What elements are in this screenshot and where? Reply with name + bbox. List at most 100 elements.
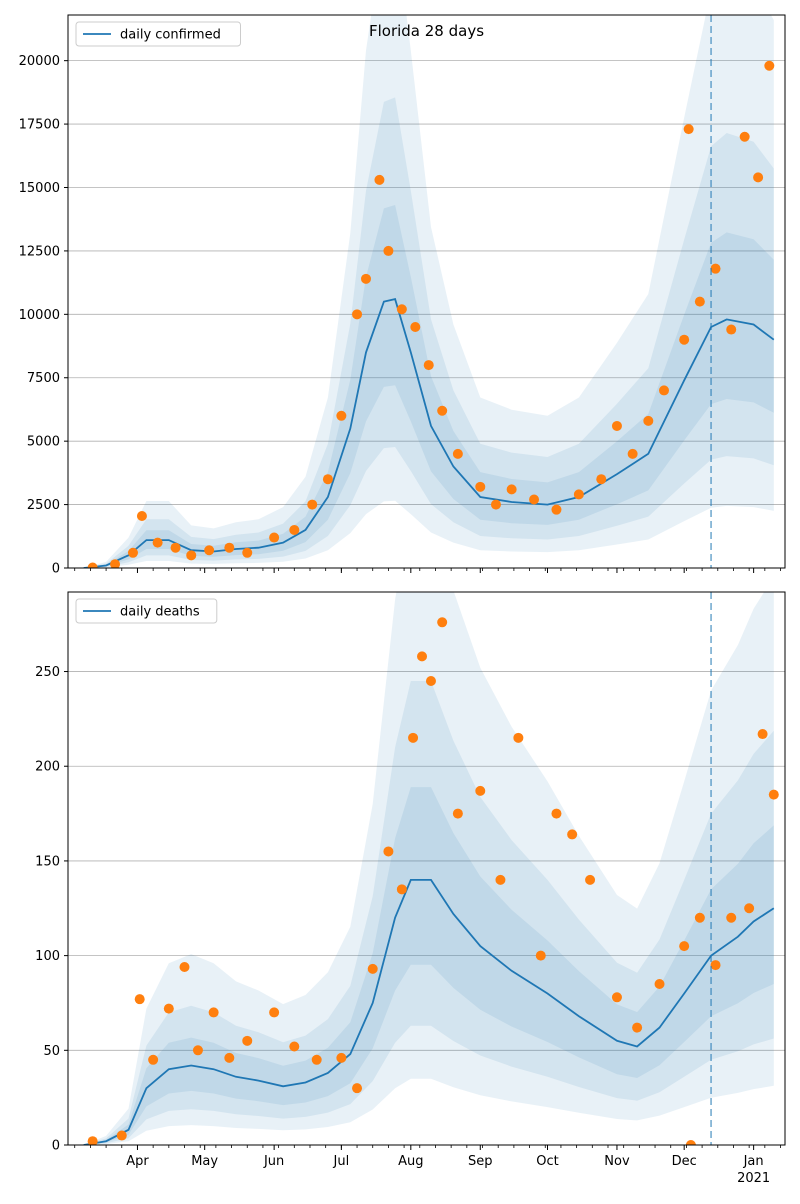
data-point <box>322 474 333 485</box>
data-point <box>529 494 540 505</box>
data-point <box>710 960 721 971</box>
data-point <box>596 474 607 485</box>
data-point <box>179 961 190 972</box>
x-tick-label: Dec <box>672 1154 697 1169</box>
data-point <box>643 415 654 426</box>
data-point <box>336 410 347 421</box>
data-point <box>490 499 501 510</box>
x-tick-label: Nov <box>604 1154 630 1169</box>
data-point <box>186 550 197 561</box>
y-tick-label: 7500 <box>27 371 60 386</box>
data-point <box>208 1007 219 1018</box>
data-point <box>289 1041 300 1052</box>
data-point <box>768 789 779 800</box>
legend: daily confirmed <box>75 21 241 47</box>
y-tick-label: 50 <box>43 1044 60 1059</box>
y-tick-label: 10000 <box>19 308 60 323</box>
x-tick-label: Aug <box>398 1154 423 1169</box>
data-point <box>269 1007 280 1018</box>
data-point <box>163 1003 174 1014</box>
y-tick-label: 250 <box>35 665 60 680</box>
data-point <box>336 1052 347 1063</box>
data-point <box>452 448 463 459</box>
data-point <box>170 542 181 553</box>
data-point <box>710 263 721 274</box>
x-year-label: 2021 <box>737 1171 770 1186</box>
data-point <box>367 963 378 974</box>
data-point <box>374 174 385 185</box>
data-point <box>352 1083 363 1094</box>
data-point <box>383 245 394 256</box>
chart-title: Florida 28 days <box>369 22 484 40</box>
legend-box <box>75 21 241 47</box>
data-point <box>396 884 407 895</box>
uncertainty-band-1 <box>83 592 774 1145</box>
data-point <box>654 979 665 990</box>
uncertainty-band-2 <box>83 681 774 1145</box>
data-point <box>513 732 524 743</box>
data-point <box>764 60 775 71</box>
y-tick-label: 100 <box>35 949 60 964</box>
data-point <box>423 360 434 371</box>
top-chart-panel: 0 2500 5000 7500 10000 12500 15000 17500 20000 Fl… <box>19 14 786 577</box>
data-point <box>627 448 638 459</box>
data-point <box>659 385 670 396</box>
data-point <box>694 912 705 923</box>
data-point <box>242 1035 253 1046</box>
data-point <box>506 484 517 495</box>
data-point <box>632 1022 643 1033</box>
data-point <box>269 532 280 543</box>
y-tick-label: 0 <box>52 1139 60 1154</box>
data-point <box>87 562 98 568</box>
data-point <box>87 1136 98 1145</box>
data-point <box>753 172 764 183</box>
data-point <box>475 785 486 796</box>
data-point <box>410 322 421 333</box>
data-point <box>408 732 419 743</box>
data-point <box>311 1054 322 1065</box>
data-point <box>425 676 436 687</box>
data-point <box>136 510 147 521</box>
data-point <box>204 545 215 556</box>
data-point <box>192 1045 203 1056</box>
axes-frame <box>67 14 786 569</box>
data-point <box>683 124 694 135</box>
data-point <box>567 829 578 840</box>
data-point <box>757 729 768 740</box>
data-point <box>383 846 394 857</box>
y-tick-label: 12500 <box>19 244 60 259</box>
data-point <box>127 547 138 558</box>
data-point <box>452 808 463 819</box>
y-tick-label: 17500 <box>19 118 60 133</box>
data-point <box>352 309 363 320</box>
series-line <box>83 298 775 568</box>
data-point <box>224 1052 235 1063</box>
y-tick-label: 20000 <box>19 54 60 69</box>
data-point <box>551 504 562 515</box>
data-point <box>573 489 584 500</box>
legend-box <box>75 598 218 624</box>
x-tick-label: Apr <box>126 1154 149 1169</box>
bottom-chart-panel: 0 50 100 150 200 250 Apr May Jun Jul Aug Sep Oct Nov D… <box>35 591 786 1186</box>
x-tick-label: Jan <box>743 1154 764 1169</box>
data-point <box>551 808 562 819</box>
x-tick-label: Jul <box>333 1154 350 1169</box>
data-point <box>148 1054 159 1065</box>
data-point <box>289 524 300 535</box>
uncertainty-band-2 <box>83 97 774 568</box>
data-point <box>437 405 448 416</box>
data-point <box>611 992 622 1003</box>
data-point <box>307 499 318 510</box>
legend: daily deaths <box>75 598 218 624</box>
data-point <box>152 537 163 548</box>
data-point <box>726 912 737 923</box>
y-tick-label: 2500 <box>27 498 60 513</box>
data-point <box>744 903 755 914</box>
data-point <box>694 296 705 307</box>
data-point <box>685 1140 696 1145</box>
data-point <box>739 131 750 142</box>
data-point <box>495 874 506 885</box>
data-point <box>116 1130 127 1141</box>
data-point <box>726 324 737 335</box>
